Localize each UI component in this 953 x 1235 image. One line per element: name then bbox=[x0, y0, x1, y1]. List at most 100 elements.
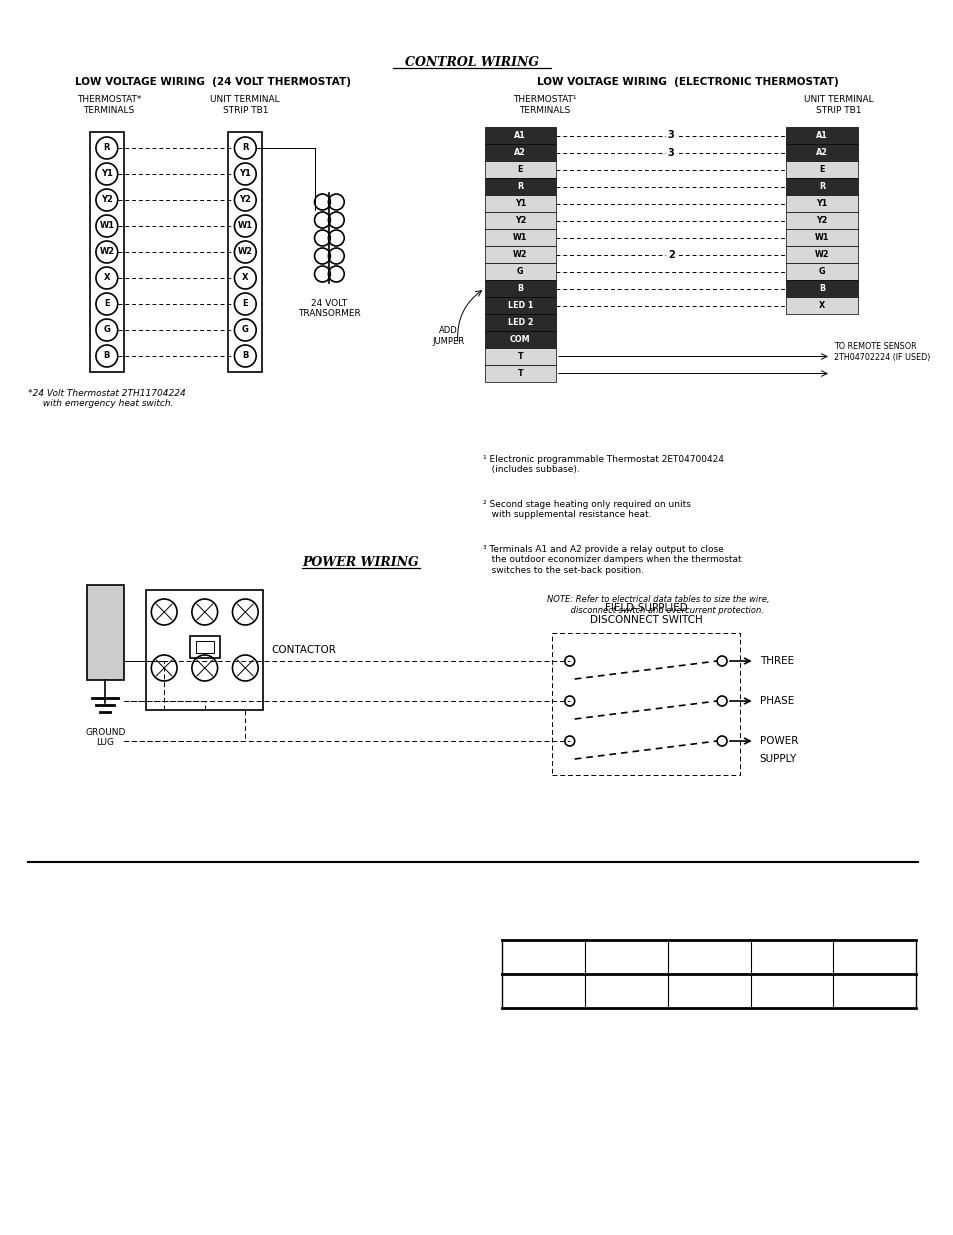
Text: 24 VOLT
TRANSORMER: 24 VOLT TRANSORMER bbox=[297, 299, 360, 319]
Bar bbox=[87, 585, 124, 680]
Text: B: B bbox=[818, 284, 824, 293]
Text: PHASE: PHASE bbox=[759, 697, 793, 706]
Bar bbox=[552, 634, 740, 776]
Bar bbox=[484, 331, 556, 348]
Text: TO REMOTE SENSOR
2TH04702224 (IF USED): TO REMOTE SENSOR 2TH04702224 (IF USED) bbox=[833, 342, 929, 362]
Text: LOW VOLTAGE WIRING  (24 VOLT THERMOSTAT): LOW VOLTAGE WIRING (24 VOLT THERMOSTAT) bbox=[74, 77, 351, 86]
Text: CONTROL WIRING: CONTROL WIRING bbox=[404, 57, 538, 69]
Text: LED 2: LED 2 bbox=[507, 317, 533, 327]
Text: W1: W1 bbox=[237, 221, 253, 231]
Bar bbox=[484, 263, 556, 280]
Bar bbox=[785, 246, 857, 263]
Bar bbox=[484, 178, 556, 195]
Bar bbox=[484, 144, 556, 161]
Text: G: G bbox=[242, 326, 249, 335]
Text: R: R bbox=[104, 143, 110, 152]
Bar bbox=[229, 132, 262, 372]
Text: E: E bbox=[819, 165, 823, 174]
Text: X: X bbox=[104, 273, 110, 283]
Text: SUPPLY: SUPPLY bbox=[759, 755, 796, 764]
Text: R: R bbox=[242, 143, 249, 152]
Text: Y2: Y2 bbox=[101, 195, 112, 205]
Text: ¹ Electronic programmable Thermostat 2ET04700424
   (includes subbase).: ¹ Electronic programmable Thermostat 2ET… bbox=[482, 454, 722, 474]
Text: LED 1: LED 1 bbox=[507, 301, 533, 310]
Bar bbox=[484, 314, 556, 331]
Text: THERMOSTAT*
TERMINALS: THERMOSTAT* TERMINALS bbox=[76, 95, 141, 115]
Text: POWER: POWER bbox=[759, 736, 798, 746]
Bar bbox=[484, 296, 556, 314]
Text: G: G bbox=[103, 326, 111, 335]
Text: W2: W2 bbox=[237, 247, 253, 257]
Text: THREE: THREE bbox=[759, 656, 793, 666]
Text: GROUND
LUG: GROUND LUG bbox=[85, 727, 126, 747]
Text: ADD
JUMPER: ADD JUMPER bbox=[432, 326, 464, 346]
Text: G: G bbox=[517, 267, 523, 275]
Bar bbox=[785, 144, 857, 161]
Bar bbox=[785, 161, 857, 178]
Text: X: X bbox=[242, 273, 249, 283]
Text: W1: W1 bbox=[513, 233, 527, 242]
Text: W2: W2 bbox=[513, 249, 527, 259]
Text: E: E bbox=[242, 300, 248, 309]
Text: A2: A2 bbox=[815, 148, 827, 157]
Bar bbox=[90, 132, 124, 372]
Text: G: G bbox=[818, 267, 824, 275]
Text: ³ Terminals A1 and A2 provide a relay output to close
   the outdoor economizer : ³ Terminals A1 and A2 provide a relay ou… bbox=[482, 545, 740, 574]
Text: FIELD-SUPPLIED
DISCONNECT SWITCH: FIELD-SUPPLIED DISCONNECT SWITCH bbox=[589, 604, 701, 625]
Bar bbox=[146, 590, 263, 710]
Bar bbox=[195, 641, 213, 653]
Bar bbox=[785, 178, 857, 195]
Text: Y1: Y1 bbox=[239, 169, 251, 179]
Text: POWER WIRING: POWER WIRING bbox=[302, 557, 419, 569]
Text: Y1: Y1 bbox=[816, 199, 827, 207]
Text: W1: W1 bbox=[99, 221, 114, 231]
Bar bbox=[785, 280, 857, 296]
Text: LOW VOLTAGE WIRING  (ELECTRONIC THERMOSTAT): LOW VOLTAGE WIRING (ELECTRONIC THERMOSTA… bbox=[536, 77, 838, 86]
Text: A1: A1 bbox=[514, 131, 526, 140]
Bar bbox=[785, 263, 857, 280]
Text: 2: 2 bbox=[667, 249, 674, 259]
Text: R: R bbox=[517, 182, 523, 191]
Text: 3: 3 bbox=[667, 147, 674, 158]
Text: T: T bbox=[517, 369, 522, 378]
Bar bbox=[484, 366, 556, 382]
Text: ² Second stage heating only required on units
   with supplemental resistance he: ² Second stage heating only required on … bbox=[482, 500, 690, 520]
Bar bbox=[484, 280, 556, 296]
Text: W1: W1 bbox=[814, 233, 828, 242]
Bar bbox=[785, 127, 857, 144]
Text: *24 Volt Thermostat 2TH11704224
 with emergency heat switch.: *24 Volt Thermostat 2TH11704224 with eme… bbox=[28, 389, 186, 409]
Text: Y2: Y2 bbox=[239, 195, 251, 205]
Text: E: E bbox=[517, 165, 522, 174]
Bar bbox=[484, 195, 556, 212]
Text: Y1: Y1 bbox=[514, 199, 525, 207]
Bar bbox=[785, 296, 857, 314]
Text: A2: A2 bbox=[514, 148, 526, 157]
Text: THERMOSTAT¹
TERMINALS: THERMOSTAT¹ TERMINALS bbox=[513, 95, 577, 115]
Text: B: B bbox=[517, 284, 523, 293]
Bar bbox=[484, 127, 556, 144]
Text: UNIT TERMINAL
STRIP TB1: UNIT TERMINAL STRIP TB1 bbox=[211, 95, 280, 115]
Text: R: R bbox=[818, 182, 824, 191]
Bar bbox=[484, 246, 556, 263]
Bar bbox=[785, 195, 857, 212]
Text: Y2: Y2 bbox=[514, 216, 525, 225]
Text: W2: W2 bbox=[99, 247, 114, 257]
Text: Y1: Y1 bbox=[101, 169, 112, 179]
Text: Y2: Y2 bbox=[816, 216, 827, 225]
Text: E: E bbox=[104, 300, 110, 309]
Text: T: T bbox=[517, 352, 522, 361]
Text: CONTACTOR: CONTACTOR bbox=[271, 645, 335, 655]
Bar bbox=[484, 228, 556, 246]
Text: B: B bbox=[104, 352, 110, 361]
Text: X: X bbox=[818, 301, 824, 310]
Bar bbox=[785, 212, 857, 228]
Bar bbox=[190, 636, 219, 658]
Text: A1: A1 bbox=[815, 131, 827, 140]
Bar bbox=[484, 348, 556, 366]
Text: UNIT TERMINAL
STRIP TB1: UNIT TERMINAL STRIP TB1 bbox=[803, 95, 873, 115]
Text: COM: COM bbox=[510, 335, 530, 345]
Text: W2: W2 bbox=[814, 249, 828, 259]
Text: NOTE: Refer to electrical data tables to size the wire,
         disconnect swit: NOTE: Refer to electrical data tables to… bbox=[546, 595, 769, 615]
Text: 3: 3 bbox=[667, 131, 674, 141]
Bar bbox=[484, 212, 556, 228]
